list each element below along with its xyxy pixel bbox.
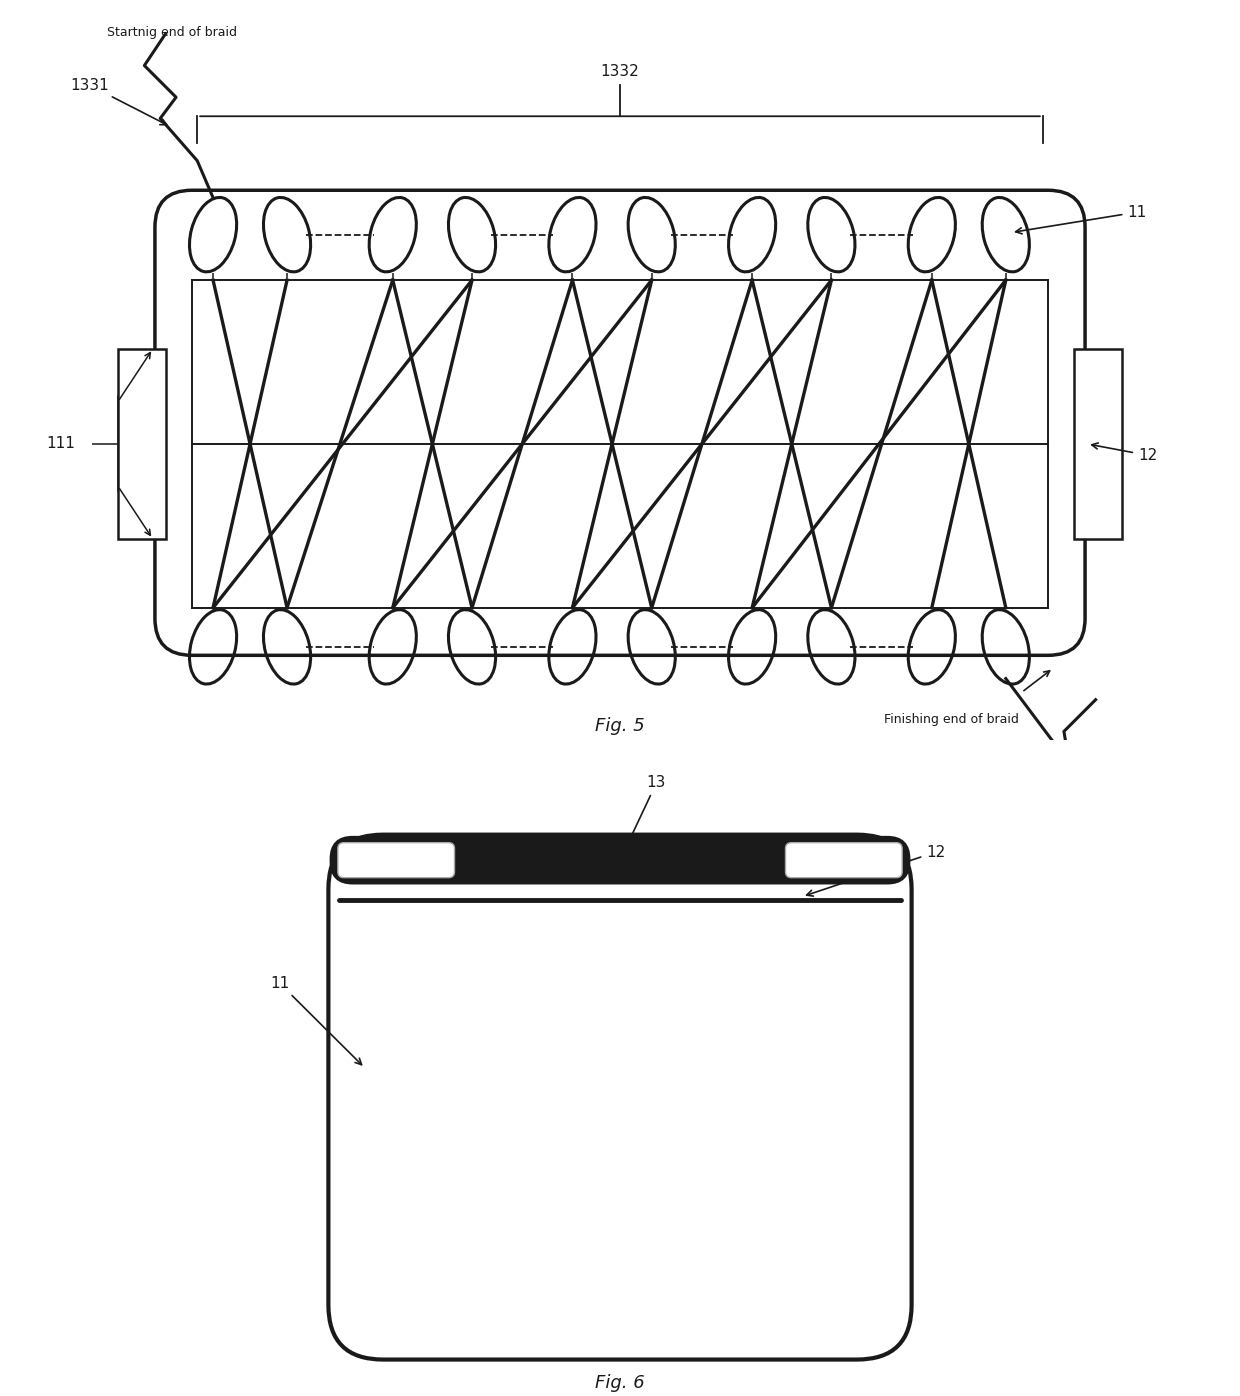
Bar xyxy=(1075,349,1122,539)
Text: Fig. 5: Fig. 5 xyxy=(595,716,645,734)
Text: 111: 111 xyxy=(47,437,76,451)
Text: 1332: 1332 xyxy=(600,64,640,80)
FancyBboxPatch shape xyxy=(332,838,908,882)
FancyBboxPatch shape xyxy=(329,835,911,1360)
FancyBboxPatch shape xyxy=(155,190,1085,655)
Text: 13: 13 xyxy=(621,775,666,856)
FancyBboxPatch shape xyxy=(785,843,903,878)
Text: Fig. 6: Fig. 6 xyxy=(595,1374,645,1392)
Text: 12: 12 xyxy=(1091,443,1157,463)
Text: 11: 11 xyxy=(1016,205,1147,235)
Text: Finishing end of braid: Finishing end of braid xyxy=(884,713,1019,726)
Text: Startnig end of braid: Startnig end of braid xyxy=(108,27,237,39)
Bar xyxy=(118,349,165,539)
Text: 1331: 1331 xyxy=(71,78,166,124)
Text: 12: 12 xyxy=(807,845,945,896)
FancyBboxPatch shape xyxy=(337,843,455,878)
Text: 11: 11 xyxy=(270,976,362,1065)
